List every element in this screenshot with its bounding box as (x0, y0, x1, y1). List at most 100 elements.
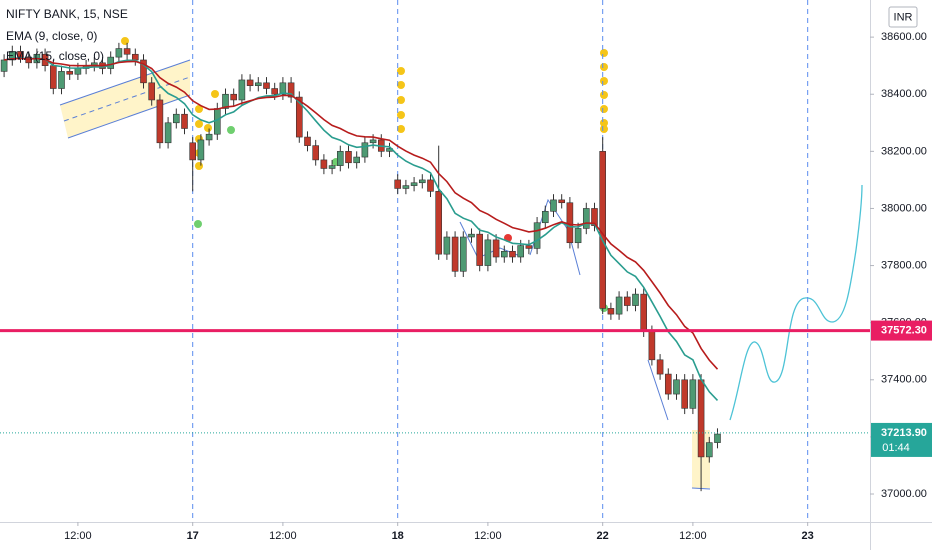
candle-body (238, 79, 246, 101)
x-tick-label: 12:00 (679, 530, 707, 542)
candle-body (156, 99, 164, 144)
channel-line (67, 94, 191, 139)
signal-dot (227, 126, 235, 134)
candle-body (148, 82, 155, 101)
candle-body (705, 442, 713, 458)
plot (0, 0, 870, 522)
candle-body (8, 51, 16, 61)
candle-body (25, 56, 32, 64)
signal-dot (600, 77, 608, 85)
legend-entry: EMA (9, close, 0) (6, 29, 97, 43)
last-price-box (871, 422, 932, 457)
candle-body (550, 199, 557, 212)
signal-dot (194, 220, 202, 228)
x-tick-label: 18 (392, 530, 404, 542)
y-tick-label: 38200.00 (881, 145, 927, 157)
candle-body (714, 433, 721, 443)
candle-body (566, 202, 574, 244)
candle-body (427, 179, 434, 192)
candle-body (353, 156, 360, 164)
candle-body (656, 359, 664, 375)
signal-dot (397, 81, 405, 89)
candle-body (17, 51, 24, 58)
candle-body (681, 379, 688, 409)
candle-body (402, 185, 410, 189)
currency: INR (894, 11, 913, 23)
candle-body (664, 373, 672, 395)
candle-body (107, 56, 114, 69)
candle-body (58, 71, 65, 89)
candle-body (410, 182, 418, 186)
candle-body (263, 82, 270, 89)
candle-body (558, 199, 565, 204)
candle-body (451, 236, 459, 272)
countdown: 01:44 (882, 442, 910, 454)
candle-body (476, 233, 483, 266)
chart-title: NIFTY BANK, 15, NSE (6, 7, 128, 21)
signal-dot (397, 67, 405, 75)
candle-body (697, 379, 705, 458)
candle-body (468, 233, 475, 238)
candle-body (246, 79, 254, 86)
price-axis (870, 0, 932, 550)
candle-body (115, 48, 123, 58)
y-tick-label: 38000.00 (881, 202, 927, 214)
candle-body (492, 239, 500, 258)
candle-body (443, 236, 451, 255)
signal-dot (600, 63, 608, 71)
signal-dot (600, 91, 608, 99)
candle-body (459, 236, 467, 272)
signal-dot (600, 49, 608, 57)
channel-fill (60, 60, 190, 138)
candle-body (304, 136, 311, 146)
price-line-label: 37572.30 (881, 324, 927, 336)
candle-body (312, 145, 319, 161)
x-tick-label: 22 (597, 530, 609, 542)
price-line-label-box (871, 320, 932, 341)
candle-body (131, 53, 139, 61)
candle-body (394, 179, 401, 189)
candle-body (632, 293, 639, 306)
candle-body (369, 139, 377, 144)
y-tick-label: 37400.00 (881, 374, 927, 386)
x-tick-label: 23 (802, 530, 814, 542)
candle-body (574, 228, 582, 244)
candle-body (222, 93, 229, 109)
signals (121, 37, 608, 312)
candle-body (517, 245, 524, 258)
candle-body (525, 245, 533, 249)
candle-body (189, 142, 196, 161)
signal-dot (600, 125, 608, 133)
candle-body (640, 293, 647, 332)
legend-entry: EMA (15, close, 0) (6, 49, 104, 63)
overlay: 37000.0037200.0037400.0037600.0037800.00… (6, 29, 932, 542)
currency-box (888, 6, 918, 28)
candle-body (615, 296, 623, 315)
signal-dot (195, 105, 203, 113)
signal-dot (397, 111, 405, 119)
candle-body (74, 68, 82, 75)
candle-body (361, 142, 369, 158)
candle-body (164, 122, 172, 144)
candle-body (271, 88, 278, 95)
signal-dot (121, 37, 129, 45)
candle-body (320, 159, 328, 169)
y-tick-label: 37000.00 (881, 488, 927, 500)
candle-body (197, 139, 205, 161)
candle-body (66, 71, 73, 75)
projection-path (729, 184, 863, 421)
candle-body (345, 151, 352, 164)
channel-line (59, 59, 191, 106)
y-tick-label: 38600.00 (881, 31, 927, 43)
candle-body (181, 113, 188, 129)
candle-body (295, 96, 303, 138)
signal-dot (195, 120, 203, 128)
candle-body (484, 239, 492, 266)
candle-body (435, 191, 442, 255)
candle-body (172, 113, 180, 124)
ema-line (3, 57, 719, 370)
signal-dot (211, 90, 219, 98)
candle-body (673, 379, 680, 395)
signal-dot (397, 125, 405, 133)
signal-dot (600, 119, 608, 127)
